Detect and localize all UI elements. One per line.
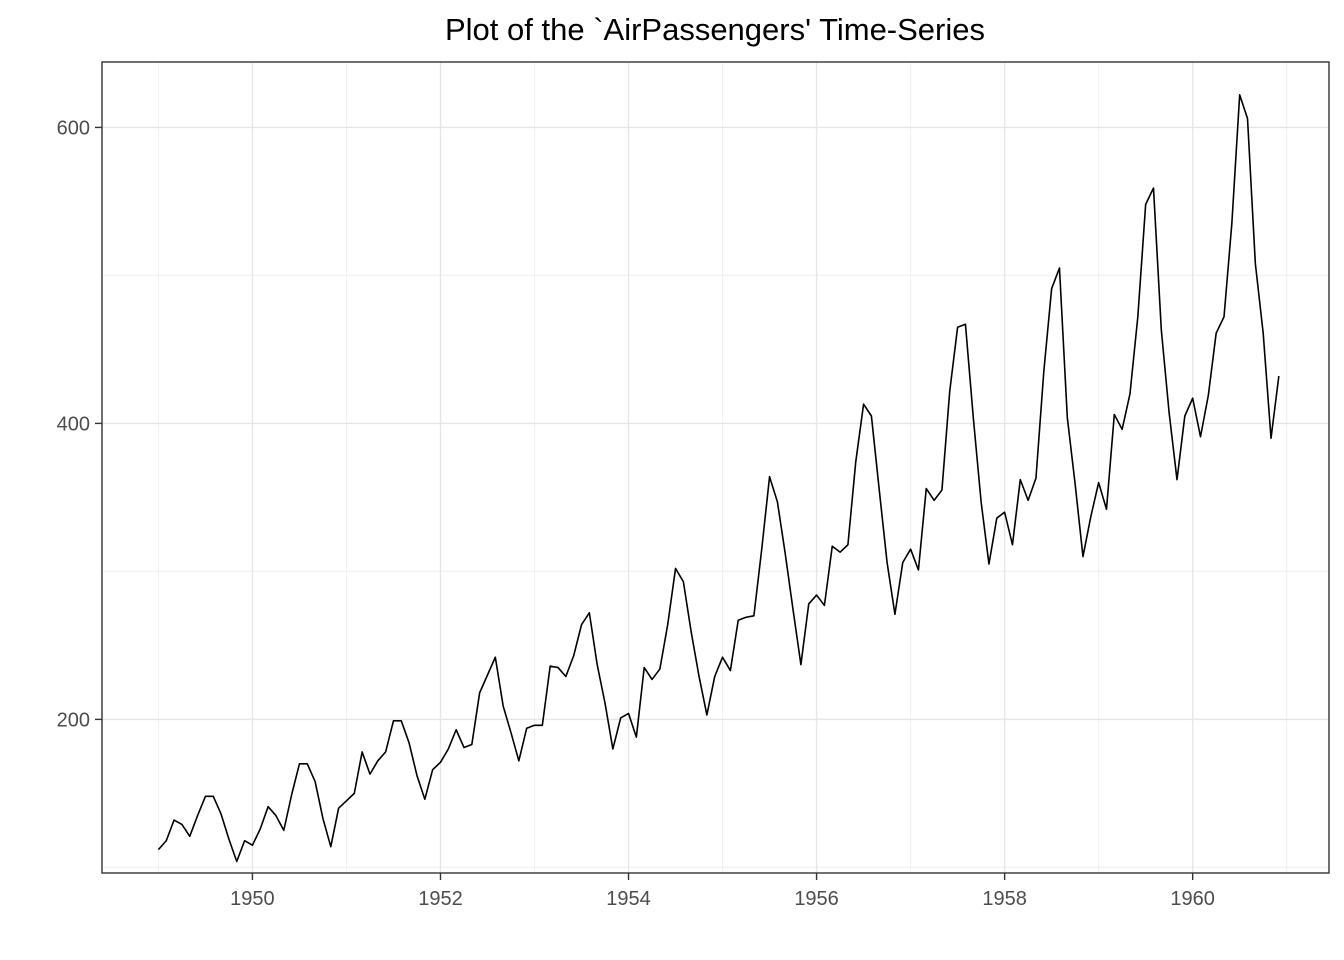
x-tick-label: 1956 xyxy=(794,888,839,910)
y-axis: 200 400 600 xyxy=(57,117,102,731)
panel-border xyxy=(101,61,1330,874)
x-axis: 1950 1952 1954 1956 1958 1960 xyxy=(230,873,1215,910)
major-gridlines xyxy=(102,62,1329,873)
series-line xyxy=(157,94,1280,863)
plot-panel xyxy=(101,61,1330,874)
x-tick-label: 1960 xyxy=(1170,888,1215,910)
chart-title: Plot of the `AirPassengers' Time-Series xyxy=(445,12,985,47)
x-tick-label: 1958 xyxy=(982,888,1027,910)
y-tick-label: 600 xyxy=(57,117,90,139)
minor-gridlines xyxy=(102,62,1329,873)
x-tick-label: 1950 xyxy=(230,888,275,910)
series-layer xyxy=(157,94,1280,863)
panel-background xyxy=(102,62,1329,873)
x-tick-label: 1954 xyxy=(606,888,651,910)
y-tick-label: 400 xyxy=(57,413,90,435)
x-tick-label: 1952 xyxy=(418,888,463,910)
y-tick-label: 200 xyxy=(57,709,90,731)
